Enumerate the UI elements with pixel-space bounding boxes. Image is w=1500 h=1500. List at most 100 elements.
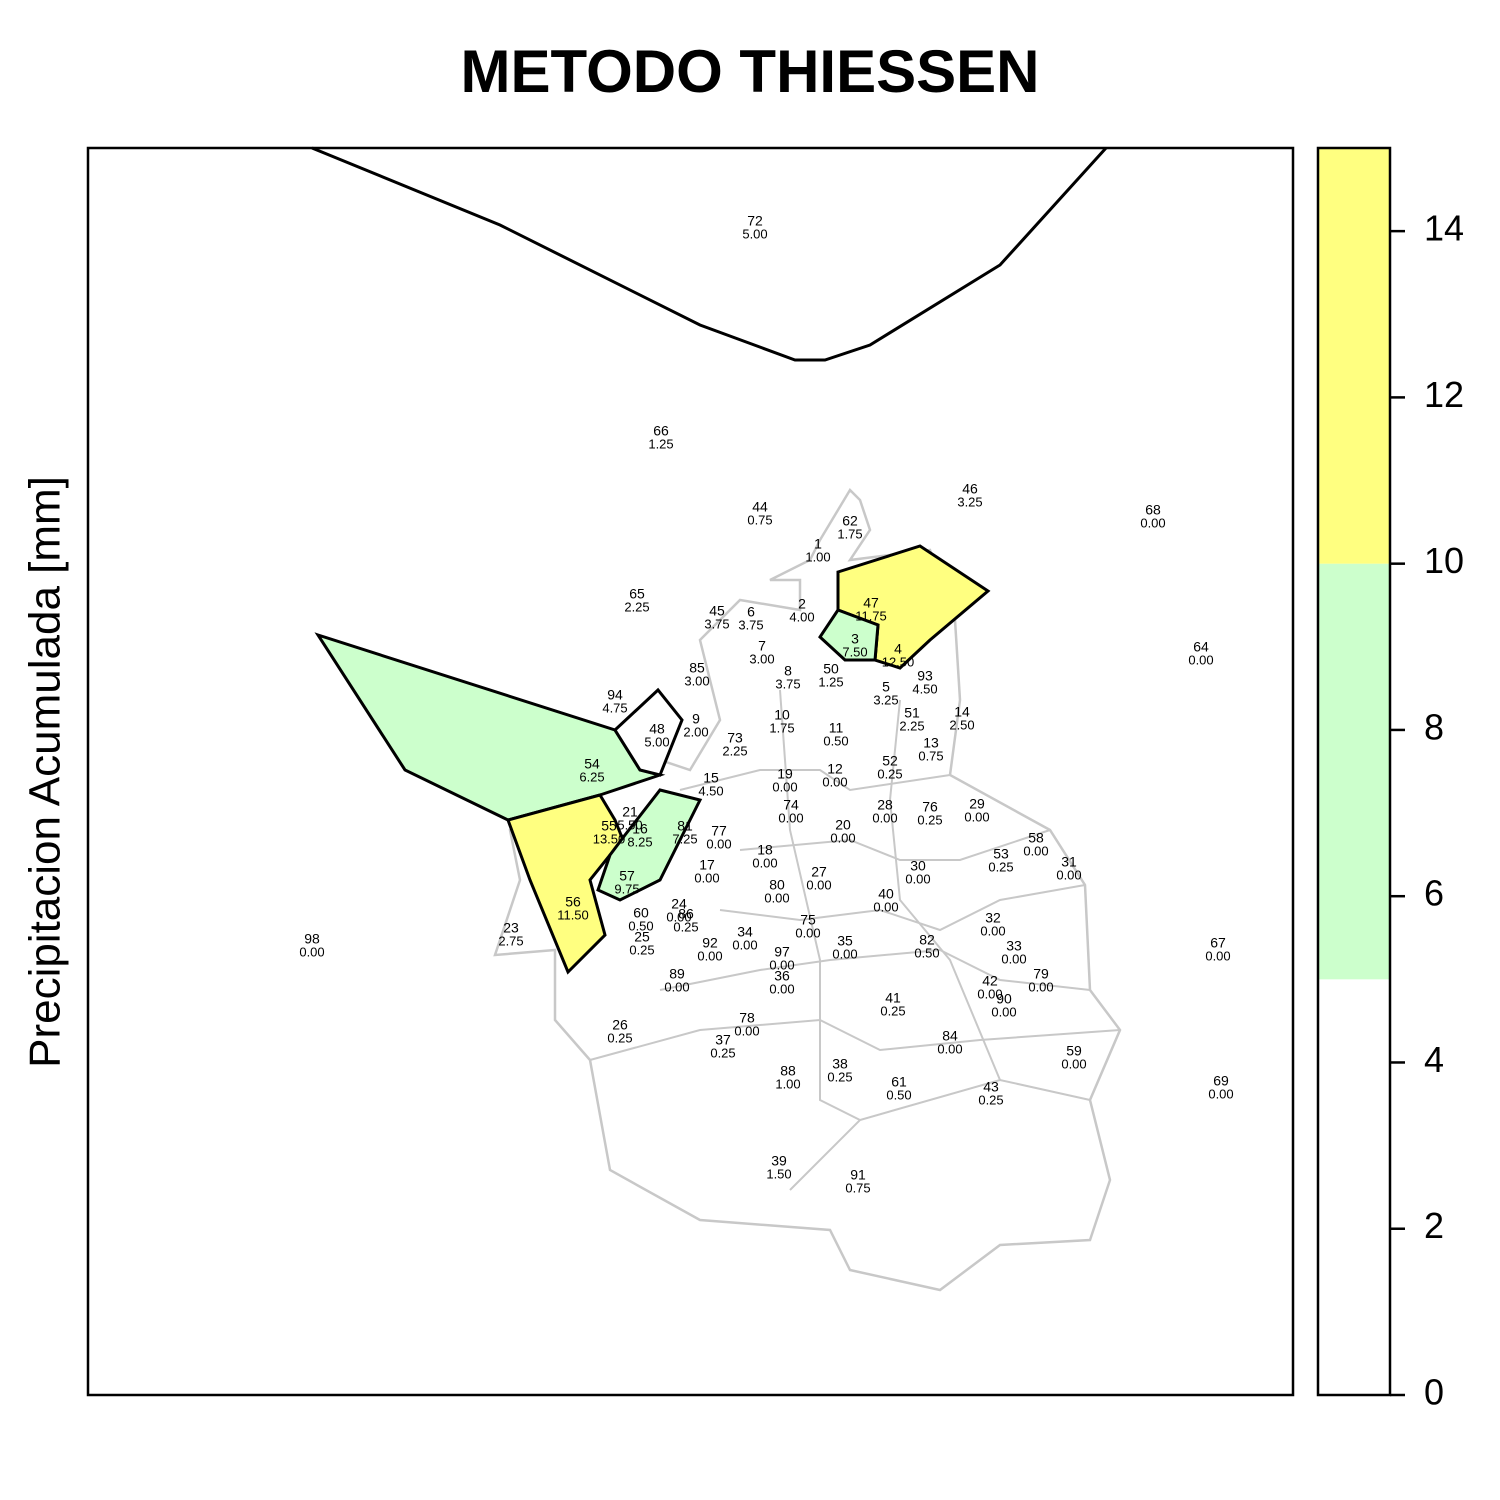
station-id: 61 [891, 1074, 907, 1090]
station-value: 3.00 [749, 651, 774, 666]
station-id: 48 [649, 721, 665, 737]
station-id: 35 [837, 933, 853, 949]
station-id: 68 [1145, 502, 1161, 518]
station-value: 0.25 [629, 942, 654, 957]
station-value: 0.00 [1023, 843, 1048, 858]
colorbar-band [1318, 979, 1390, 1395]
colorbar-tick-label: 4 [1424, 1039, 1444, 1080]
station-id: 90 [996, 991, 1012, 1007]
station-value: 3.75 [704, 616, 729, 631]
thiessen-polygon [613, 687, 684, 777]
station-value: 0.25 [917, 812, 942, 827]
station-id: 6 [747, 604, 755, 620]
colorbar-frame [1316, 146, 1392, 1397]
station-id: 84 [942, 1028, 958, 1044]
station-value: 0.00 [769, 957, 794, 972]
station-id: 11 [829, 720, 844, 736]
colorbar-band [1318, 563, 1390, 980]
borough-lines [589, 689, 1121, 1191]
station-id: 85 [689, 660, 705, 676]
station-value: 0.00 [795, 925, 820, 940]
station-id: 59 [1066, 1043, 1082, 1059]
station-id: 75 [800, 912, 816, 928]
station-id: 27 [811, 864, 827, 880]
station-id: 57 [619, 868, 635, 884]
station-value: 2.75 [498, 933, 523, 948]
station-id: 51 [904, 705, 920, 721]
station-value: 4.50 [912, 681, 937, 696]
station-value: 0.00 [299, 944, 324, 959]
station-id: 56 [565, 894, 581, 910]
station-id: 29 [969, 796, 985, 812]
station-value: 6.25 [579, 769, 604, 784]
station-value: 3.75 [775, 676, 800, 691]
colorbar: 0 2 4 6 8 10 12 14 [1318, 148, 1464, 1413]
station-id: 13 [923, 735, 939, 751]
station-value: 11.75 [855, 608, 887, 623]
station-id: 18 [757, 842, 773, 858]
station-id: 8 [784, 663, 792, 679]
station-id: 14 [954, 704, 970, 720]
station-value: 0.50 [823, 733, 848, 748]
station-id: 32 [985, 910, 1001, 926]
station-value: 1.50 [766, 1166, 791, 1181]
station-id: 81 [677, 818, 693, 834]
station-value: 3.25 [957, 494, 982, 509]
title: METODO THIESSEN [461, 38, 1040, 105]
station-id: 7 [758, 638, 766, 654]
station-value: 11.50 [557, 907, 589, 922]
thiessen-polygon [314, 632, 666, 822]
station-id: 52 [882, 753, 898, 769]
station-value: 0.00 [694, 870, 719, 885]
station-id: 69 [1213, 1073, 1229, 1089]
station-id: 4 [894, 641, 902, 657]
station-value: 0.00 [937, 1041, 962, 1056]
station-value: 2.50 [949, 717, 974, 732]
station-id: 19 [777, 766, 793, 782]
station-id: 86 [678, 906, 694, 922]
station-id: 80 [769, 877, 785, 893]
station-value: 2.00 [683, 724, 708, 739]
station-id: 73 [727, 730, 743, 746]
station-value: 8.25 [627, 834, 652, 849]
colorbar-tick-label: 8 [1424, 706, 1444, 747]
map-frame [86, 146, 1295, 1397]
station-value: 0.25 [607, 1030, 632, 1045]
station-value: 0.75 [845, 1180, 870, 1195]
station-value: 0.00 [772, 779, 797, 794]
city-outline [493, 487, 1122, 1292]
colorbar-band [1318, 148, 1390, 564]
station-id: 23 [503, 920, 519, 936]
station-value: 0.00 [769, 981, 794, 996]
station-id: 67 [1210, 935, 1226, 951]
station-value: 1.00 [775, 1076, 800, 1091]
station-id: 91 [850, 1167, 866, 1183]
station-id: 60 [633, 905, 649, 921]
station-id: 58 [1028, 830, 1044, 846]
station-id: 93 [917, 668, 933, 684]
station-id: 78 [739, 1010, 755, 1026]
station-id: 37 [715, 1032, 731, 1048]
station-value: 0.00 [905, 871, 930, 886]
station-id: 40 [878, 886, 894, 902]
station-id: 65 [629, 586, 645, 602]
station-value: 0.75 [918, 748, 943, 763]
station-id: 5 [882, 679, 890, 695]
station-id: 45 [709, 603, 725, 619]
station-value: 0.00 [991, 1004, 1016, 1019]
station-value: 7.50 [842, 644, 867, 659]
station-id: 25 [634, 929, 650, 945]
station-value: 0.00 [664, 979, 689, 994]
station-value: 1.00 [805, 549, 830, 564]
station-value: 0.00 [764, 890, 789, 905]
station-value: 5.00 [644, 734, 669, 749]
station-id: 74 [783, 797, 799, 813]
station-value: 1.25 [818, 674, 843, 689]
station-value: 0.00 [872, 810, 897, 825]
station-value: 0.00 [697, 948, 722, 963]
station-value: 0.25 [880, 1003, 905, 1018]
station-id: 16 [632, 821, 648, 837]
station-value: 0.25 [988, 859, 1013, 874]
station-value: 0.00 [977, 986, 1002, 1001]
